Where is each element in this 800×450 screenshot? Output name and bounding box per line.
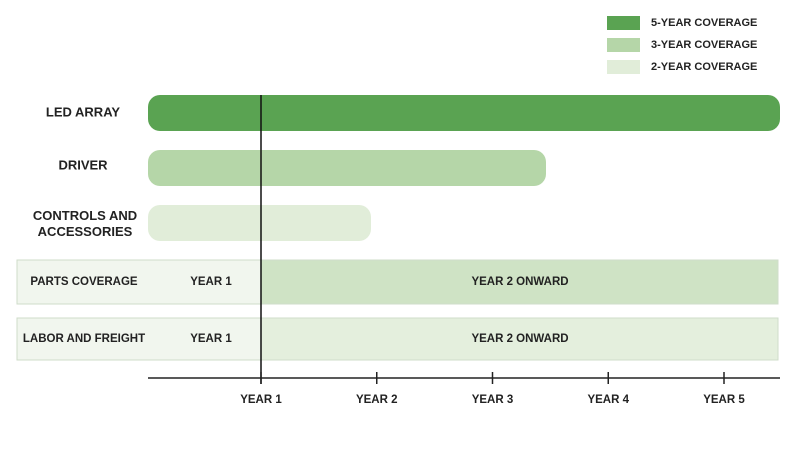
coverage-bar — [148, 150, 546, 186]
legend-swatch — [607, 38, 640, 52]
x-tick-label: YEAR 3 — [472, 394, 514, 406]
band-right-text: YEAR 2 ONWARD — [471, 333, 568, 345]
x-tick-label: YEAR 5 — [703, 394, 745, 406]
x-tick-label: YEAR 1 — [240, 394, 282, 406]
x-tick-label: YEAR 2 — [356, 394, 398, 406]
coverage-bar — [148, 205, 371, 241]
band-left-cell — [16, 259, 262, 305]
band-right-cell — [260, 259, 779, 305]
bar-label: CONTROLS AND ACCESSORIES — [33, 208, 137, 239]
band-right-cell — [260, 317, 779, 361]
x-tick-label: YEAR 4 — [587, 394, 629, 406]
band-left-text: YEAR 1 — [190, 333, 232, 345]
legend-label: 5-YEAR COVERAGE — [651, 17, 757, 29]
legend-swatch — [607, 60, 640, 74]
coverage-bar — [148, 95, 780, 131]
bar-label: LED ARRAY — [46, 104, 120, 119]
legend-label: 3-YEAR COVERAGE — [651, 39, 757, 51]
band-label: LABOR AND FREIGHT — [23, 333, 145, 345]
bar-label: DRIVER — [58, 157, 108, 172]
band-right-text: YEAR 2 ONWARD — [471, 276, 568, 288]
legend-label: 2-YEAR COVERAGE — [651, 61, 757, 73]
band-label: PARTS COVERAGE — [30, 276, 137, 288]
band-left-text: YEAR 1 — [190, 276, 232, 288]
band-left-cell — [16, 317, 262, 361]
legend-swatch — [607, 16, 640, 30]
